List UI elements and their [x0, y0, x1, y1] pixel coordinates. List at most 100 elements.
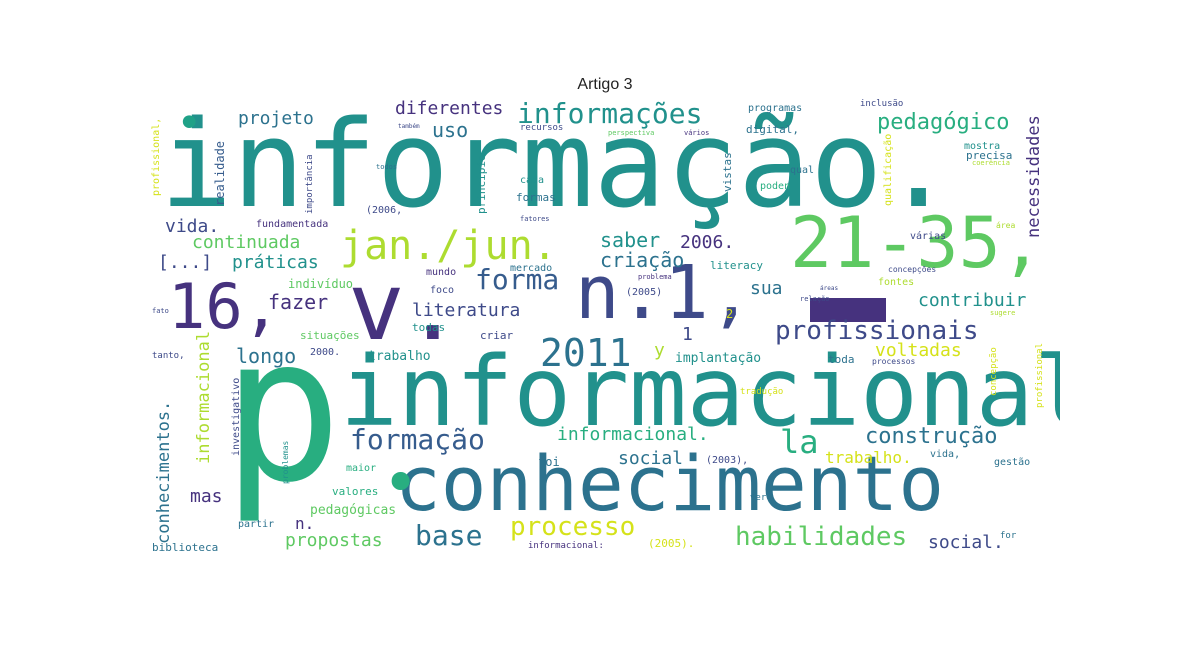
word-formacao: formação: [350, 423, 485, 456]
word-situacoes: situações: [300, 329, 360, 342]
word-literatura: literatura: [412, 300, 521, 321]
word-contribuir: contribuir: [918, 290, 1027, 311]
word-qual: qual: [790, 165, 815, 176]
word-necessidades: necessidades: [1024, 115, 1044, 238]
word-for: for: [1000, 531, 1017, 541]
word-foi: foi: [538, 455, 560, 469]
word-relacao: relação: [800, 295, 830, 303]
word-2011: 2011: [540, 331, 632, 375]
word-fundamentada: fundamentada: [256, 219, 329, 230]
word-informacional-colon: informacional:: [528, 541, 604, 551]
word-gestao: gestão: [994, 457, 1031, 468]
word-profissional-vert: profissional,: [151, 117, 162, 196]
word-range: 21-35,: [790, 202, 1043, 284]
word-perspectiva: perspectiva: [608, 129, 655, 137]
word-todos: todos: [376, 163, 398, 171]
word-profissionais: profissionais: [775, 316, 979, 346]
word-fato: fato: [152, 307, 169, 315]
word-la: la: [780, 423, 819, 461]
word-informacoes: informações: [517, 97, 703, 130]
word-tambem: também: [398, 123, 420, 130]
word-2005-b: (2005).: [648, 537, 695, 550]
word-investigativo: investigativo: [231, 377, 242, 456]
word-fontes: fontes: [878, 277, 915, 288]
word-trabalho: trabalho: [368, 349, 431, 364]
word-projeto: projeto: [238, 108, 314, 129]
word-coerencia: coerência: [972, 159, 1010, 167]
word-informacao: informação.: [160, 96, 955, 235]
word-importancia: importância: [305, 154, 315, 214]
word-voltadas: voltadas: [875, 340, 962, 361]
word-precisa: precisa: [966, 149, 1013, 162]
word-n1: n.1,: [575, 250, 754, 336]
word-inclusao: inclusão: [860, 99, 904, 109]
word-processo: processo: [510, 512, 636, 542]
word-fatores: fatores: [520, 215, 550, 223]
word-mas: mas: [190, 486, 223, 507]
word-valores: valores: [332, 485, 379, 498]
word-vistas: vistas: [721, 152, 734, 192]
word-programas: programas: [748, 103, 803, 114]
word-vida-c: vida,: [930, 449, 961, 460]
word-ver: ver: [750, 493, 767, 503]
word-conhecimento: conhecimento: [395, 439, 945, 528]
word-varios: vários: [684, 129, 710, 137]
word-criar: criar: [480, 329, 514, 342]
word-trabalho-dot: trabalho.: [825, 448, 912, 467]
word-jan: jan./jun.: [340, 223, 557, 269]
word-habilidades: habilidades: [735, 522, 908, 552]
word-literacy: literacy: [710, 259, 763, 272]
word-concepcao: concepção: [989, 347, 999, 396]
word-mercado: mercado: [510, 263, 553, 274]
word-base: base: [415, 519, 483, 552]
word-social: social: [618, 448, 684, 469]
word-diferentes: diferentes: [395, 98, 504, 119]
word-problemas: problemas: [281, 440, 290, 484]
word-sua: sua: [750, 278, 783, 299]
word-fazer: fazer: [268, 290, 329, 314]
word-informacional-vert: informacional: [194, 330, 214, 464]
word-vida: vida.: [165, 216, 220, 237]
word-tanto: tanto,: [152, 351, 185, 361]
word-sugere: sugere: [990, 309, 1016, 317]
word-foco: foco: [430, 285, 455, 296]
word-p: p: [222, 294, 343, 527]
word-longo: longo: [236, 344, 297, 368]
word-qualificacao: qualificação: [883, 133, 894, 206]
word-formas: formas: [516, 191, 556, 204]
word-construcao: construção: [865, 424, 998, 449]
word-informacional: informacional: [340, 336, 1060, 448]
word-processos: processos: [872, 357, 916, 366]
word-2003: (2003),: [706, 455, 749, 466]
word-informacional-dot: informacional.: [557, 424, 709, 445]
word-num2: 2: [726, 307, 734, 321]
word-praticas: práticas: [232, 252, 319, 273]
word-mundo: mundo: [426, 267, 457, 278]
word-n-dot: n.: [295, 514, 315, 533]
word-area: área: [996, 221, 1016, 230]
word-cada: cada: [520, 175, 545, 186]
word-realidade: realidade: [213, 140, 227, 206]
word-colchetes: [...]: [158, 252, 213, 273]
word-recursos: recursos: [520, 123, 564, 133]
word-dot-small: •: [176, 98, 203, 149]
word-mostra: mostra: [964, 141, 1001, 152]
word-continuada: continuada: [192, 232, 301, 253]
word-principio: princípio: [475, 154, 488, 214]
word-individuo: indivíduo: [288, 277, 354, 291]
word-propostas: propostas: [285, 530, 383, 551]
word-areas: áreas: [820, 285, 839, 292]
word-todas: todas: [412, 321, 446, 334]
word-digital: digital,: [746, 123, 799, 136]
word-partir: partir: [238, 519, 275, 530]
word-traducao: tradução: [740, 387, 784, 397]
word-conhecimentos: conhecimentos.: [154, 400, 174, 544]
word-y: y: [654, 340, 665, 361]
word-num1: 1: [682, 324, 693, 345]
word-dash: [810, 298, 886, 322]
word-saber: saber: [600, 228, 661, 252]
word-profissional-vert2: profissional: [1035, 342, 1045, 408]
word-cloud: informação. p informacional conhecimento…: [150, 96, 1060, 556]
word-pedagogico: pedagógico: [877, 110, 1010, 135]
word-2006-p: (2006,: [366, 205, 403, 216]
